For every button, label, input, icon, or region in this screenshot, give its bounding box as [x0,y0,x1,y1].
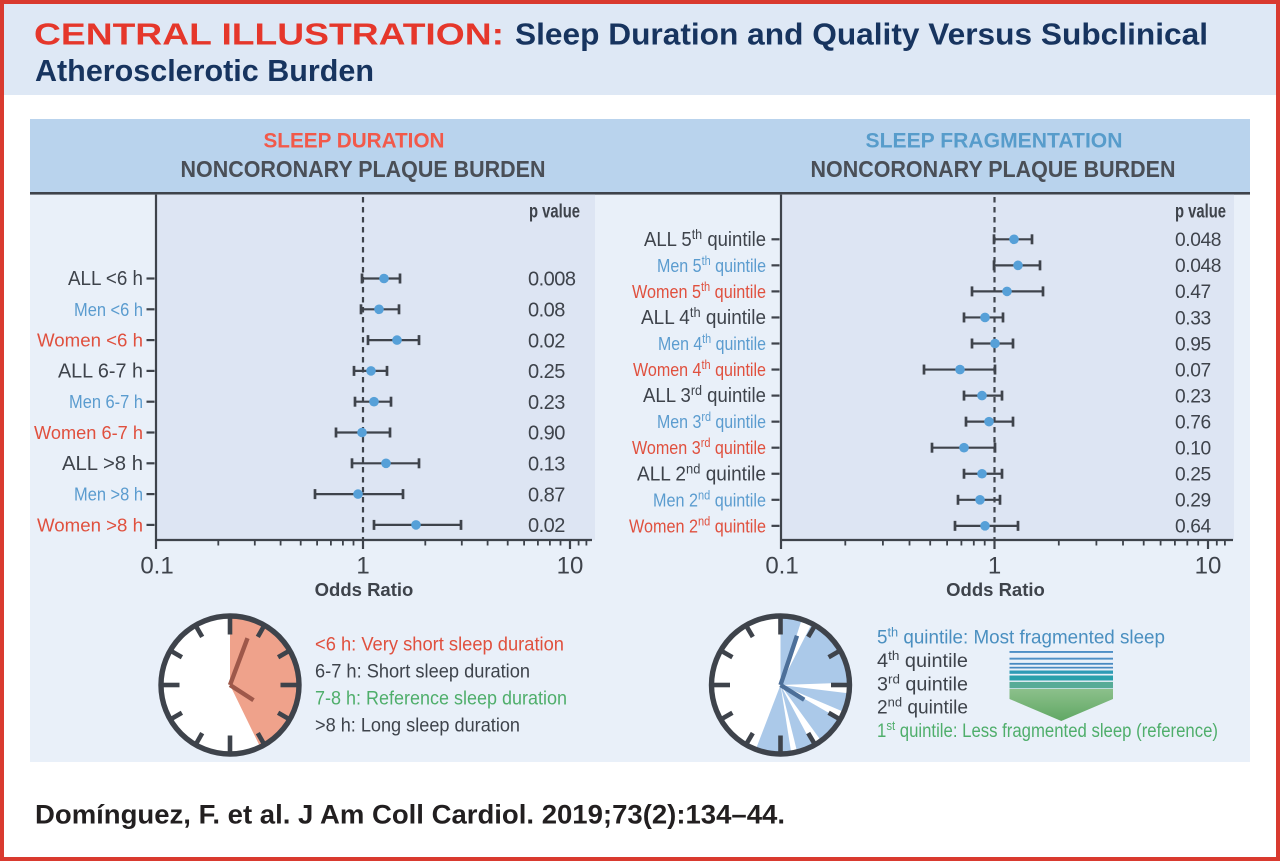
svg-text:0.02: 0.02 [528,330,565,352]
svg-text:Women 6-7 h: Women 6-7 h [34,422,143,443]
svg-text:0.76: 0.76 [1175,412,1211,433]
svg-text:Men 5th quintile: Men 5th quintile [657,254,766,276]
svg-text:0.87: 0.87 [528,484,565,506]
svg-text:3rd quintile: 3rd quintile [877,672,968,696]
svg-text:2nd quintile: 2nd quintile [877,695,968,719]
svg-text:0.08: 0.08 [528,300,565,322]
svg-text:Odds Ratio: Odds Ratio [315,579,414,600]
svg-text:4th quintile: 4th quintile [877,648,968,672]
svg-text:Women <6 h: Women <6 h [37,330,143,351]
svg-text:ALL >8 h: ALL >8 h [62,453,143,475]
svg-text:p value: p value [529,201,580,223]
svg-text:0.1: 0.1 [140,553,173,580]
svg-text:0.23: 0.23 [1175,386,1211,407]
svg-text:0.47: 0.47 [1175,282,1211,303]
svg-text:ALL 4th quintile: ALL 4th quintile [641,305,766,329]
svg-text:ALL 2nd quintile: ALL 2nd quintile [637,461,766,485]
svg-text:<6 h: Very short sleep duratio: <6 h: Very short sleep duration [315,634,564,656]
svg-text:Domínguez, F. et al. J Am Coll: Domínguez, F. et al. J Am Coll Cardiol. … [35,800,785,830]
svg-text:0.048: 0.048 [1175,256,1221,277]
svg-text:0.048: 0.048 [1175,230,1221,251]
svg-text:Sleep Duration and Quality Ver: Sleep Duration and Quality Versus Subcli… [515,18,1208,52]
svg-text:10: 10 [557,553,584,580]
svg-text:Men 6-7 h: Men 6-7 h [69,391,143,412]
svg-text:Women 4th quintile: Women 4th quintile [633,358,766,380]
svg-text:ALL <6 h: ALL <6 h [68,268,143,290]
svg-text:Men >8 h: Men >8 h [74,484,143,505]
svg-text:NONCORONARY PLAQUE BURDEN: NONCORONARY PLAQUE BURDEN [811,156,1176,182]
svg-text:ALL 5th quintile: ALL 5th quintile [644,227,766,251]
svg-text:0.13: 0.13 [528,454,565,476]
svg-text:SLEEP FRAGMENTATION: SLEEP FRAGMENTATION [866,130,1123,153]
svg-text:Women 3rd quintile: Women 3rd quintile [632,436,766,458]
svg-text:0.1: 0.1 [765,553,798,580]
svg-text:0.008: 0.008 [528,269,576,291]
svg-text:5th quintile: Most fragmented: 5th quintile: Most fragmented sleep [877,625,1165,649]
svg-text:0.23: 0.23 [528,392,565,414]
svg-text:Atherosclerotic Burden: Atherosclerotic Burden [35,54,374,88]
svg-text:Men 4th quintile: Men 4th quintile [658,332,766,354]
svg-text:0.02: 0.02 [528,515,565,537]
svg-text:0.25: 0.25 [1175,465,1211,486]
svg-text:1: 1 [988,553,1001,580]
svg-text:Men 2nd quintile: Men 2nd quintile [653,488,766,510]
svg-text:0.10: 0.10 [1175,439,1211,460]
svg-text:0.29: 0.29 [1175,491,1211,512]
svg-text:Women >8 h: Women >8 h [37,514,143,535]
svg-text:p value: p value [1175,201,1226,223]
svg-text:Women 2nd quintile: Women 2nd quintile [629,514,766,536]
svg-text:0.95: 0.95 [1175,334,1211,355]
svg-text:Men <6 h: Men <6 h [74,299,143,320]
svg-text:ALL 3rd quintile: ALL 3rd quintile [643,383,766,407]
svg-text:0.33: 0.33 [1175,308,1211,329]
svg-text:6-7 h: Short sleep duration: 6-7 h: Short sleep duration [315,661,530,683]
svg-text:Men 3rd quintile: Men 3rd quintile [657,410,766,432]
svg-text:0.64: 0.64 [1175,517,1211,538]
svg-text:7-8 h: Reference sleep duratio: 7-8 h: Reference sleep duration [315,688,567,710]
svg-text:1: 1 [356,553,369,580]
svg-text:1st quintile: Less fragmented: 1st quintile: Less fragmented sleep (ref… [877,718,1218,742]
svg-text:SLEEP DURATION: SLEEP DURATION [264,130,445,153]
svg-text:ALL 6-7 h: ALL 6-7 h [58,360,143,382]
svg-text:>8 h: Long sleep duration: >8 h: Long sleep duration [315,715,520,737]
svg-text:0.25: 0.25 [528,361,565,383]
svg-text:0.90: 0.90 [528,423,565,445]
svg-text:10: 10 [1195,553,1222,580]
svg-text:Women 5th quintile: Women 5th quintile [632,280,766,302]
svg-text:Odds Ratio: Odds Ratio [946,579,1045,600]
svg-text:NONCORONARY PLAQUE BURDEN: NONCORONARY PLAQUE BURDEN [181,156,546,182]
svg-text:0.07: 0.07 [1175,360,1211,381]
svg-text:CENTRAL ILLUSTRATION:: CENTRAL ILLUSTRATION: [34,18,504,52]
